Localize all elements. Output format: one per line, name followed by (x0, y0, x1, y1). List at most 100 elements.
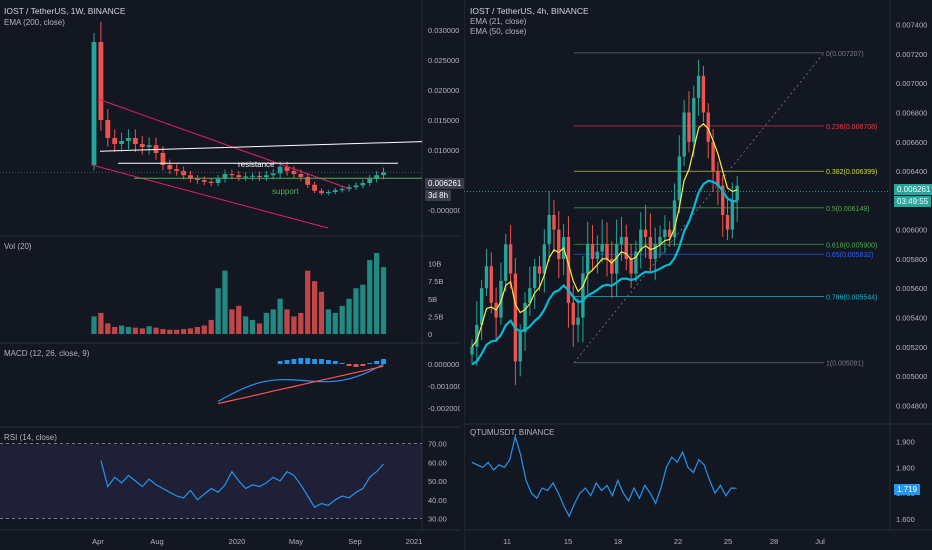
vol-tick: 2.5B (428, 312, 443, 321)
volume-bar (305, 270, 311, 334)
right-price-tick: 0.005800 (896, 255, 927, 264)
h4-candle (484, 266, 489, 289)
weekly-candle (236, 175, 242, 177)
h4-candle (687, 112, 691, 142)
left-time-tick: May (289, 537, 303, 546)
weekly-candle (346, 187, 352, 189)
vol-tick: 5B (428, 295, 437, 304)
macd-tick: 0.000000 (428, 360, 459, 369)
volume-bar (98, 312, 104, 334)
macd-tick: -0.002000 (428, 404, 460, 413)
left-price-tick: 0.025000 (428, 56, 459, 65)
right-price-tick: 0.006000 (896, 226, 927, 235)
weekly-chart-pane[interactable]: IOST / TetherUS, 1W, BINANCE EMA (200, c… (0, 0, 465, 550)
left-time-tick: 2020 (229, 537, 246, 546)
weekly-candle (126, 138, 131, 141)
h4-candle (479, 288, 484, 325)
h4-candle (557, 229, 561, 259)
volume-bar (374, 253, 380, 334)
h4-candle (629, 258, 633, 274)
volume-bar (146, 326, 152, 334)
weekly-candle (98, 42, 104, 120)
macd-histogram-bar (346, 364, 352, 366)
weekly-candle (188, 175, 193, 179)
volume-bar (118, 325, 125, 334)
volume-bar (380, 267, 387, 334)
compare-tick: 1.800 (896, 463, 915, 472)
4h-chart-pane[interactable]: IOST / TetherUS, 4h, BINANCE EMA (21, cl… (464, 0, 932, 550)
resistance-line-long (99, 141, 423, 152)
h4-candle (528, 288, 532, 303)
rsi-tick: 60.00 (428, 458, 447, 467)
right-price-tick: 0.007400 (896, 21, 927, 30)
h4-candle (494, 302, 498, 318)
ema50-line (471, 179, 738, 366)
h4-candle (624, 236, 628, 259)
volume-bar (360, 284, 366, 334)
volume-bar (270, 309, 276, 334)
h4-candle (711, 141, 715, 172)
weekly-candle (243, 176, 249, 178)
rsi-band (0, 443, 422, 519)
rsi-line (100, 460, 384, 509)
weekly-candle (284, 166, 290, 171)
volume-bar (263, 312, 269, 334)
h4-candle (552, 215, 556, 230)
weekly-candle (360, 183, 366, 186)
h4-candle (614, 244, 619, 274)
h4-candle (721, 185, 725, 215)
support-annotation: support (272, 187, 299, 196)
h4-candle (672, 200, 677, 237)
macd-indicator-label: MACD (12, 26, close, 9) (4, 349, 90, 358)
macd-histogram-bar (291, 359, 297, 364)
h4-candle (692, 97, 696, 142)
volume-bar (236, 305, 242, 334)
volume-bar (291, 316, 297, 334)
volume-bar (160, 329, 166, 334)
left-time-tick: Sep (348, 537, 361, 546)
right-price-tick: 0.005200 (896, 343, 927, 352)
volume-bar (353, 288, 359, 334)
h4-candle (475, 324, 479, 347)
weekly-candle (312, 184, 318, 191)
right-countdown-badge: 03:49:55 (894, 196, 932, 207)
volume-bar (91, 316, 97, 334)
vol-tick: 7.5B (428, 277, 443, 286)
right-price-tick: 0.006400 (896, 167, 927, 176)
weekly-candle (291, 171, 297, 174)
weekly-candle (174, 169, 180, 171)
h4-candle (576, 317, 580, 325)
left-price-tick: 0.020000 (428, 86, 459, 95)
volume-bar (174, 329, 180, 334)
right-price-tick: 0.006600 (896, 138, 927, 147)
macd-histogram-bar (360, 364, 366, 366)
left-price-tick: 0.015000 (428, 116, 459, 125)
h4-candle (643, 229, 648, 237)
weekly-candle (222, 174, 228, 179)
weekly-candle (319, 190, 324, 194)
right-chart-title: IOST / TetherUS, 4h, BINANCE (470, 6, 589, 16)
weekly-candle (160, 153, 166, 165)
h4-candle (542, 244, 547, 274)
right-price-tick: 0.004800 (896, 401, 927, 410)
volume-bar (346, 298, 352, 334)
right-time-tick: Jul (815, 537, 825, 546)
volume-bar (208, 319, 214, 334)
compare-symbol-label: QTUMUSDT, BINANCE (470, 428, 555, 437)
ema21-line (471, 122, 738, 348)
macd-histogram-bar (305, 358, 311, 364)
h4-candle (677, 156, 682, 201)
volume-bar (215, 288, 221, 334)
fib-level-label: 0(0.007207) (826, 51, 864, 58)
left-price-tick: -0.000000 (428, 206, 460, 215)
macd-signal-line (217, 365, 384, 405)
macd-histogram-bar (353, 364, 359, 367)
h4-candle (504, 244, 508, 281)
ema50-label: EMA (50, close) (470, 27, 527, 36)
h4-candle (571, 302, 575, 325)
h4-candle (658, 236, 662, 245)
left-chart-svg: 0.030000 0.025000 0.020000 0.015000 0.010000… (0, 0, 460, 546)
volume-bar (153, 327, 159, 334)
h4-candle (706, 112, 710, 142)
left-time-tick: Aug (150, 537, 163, 546)
